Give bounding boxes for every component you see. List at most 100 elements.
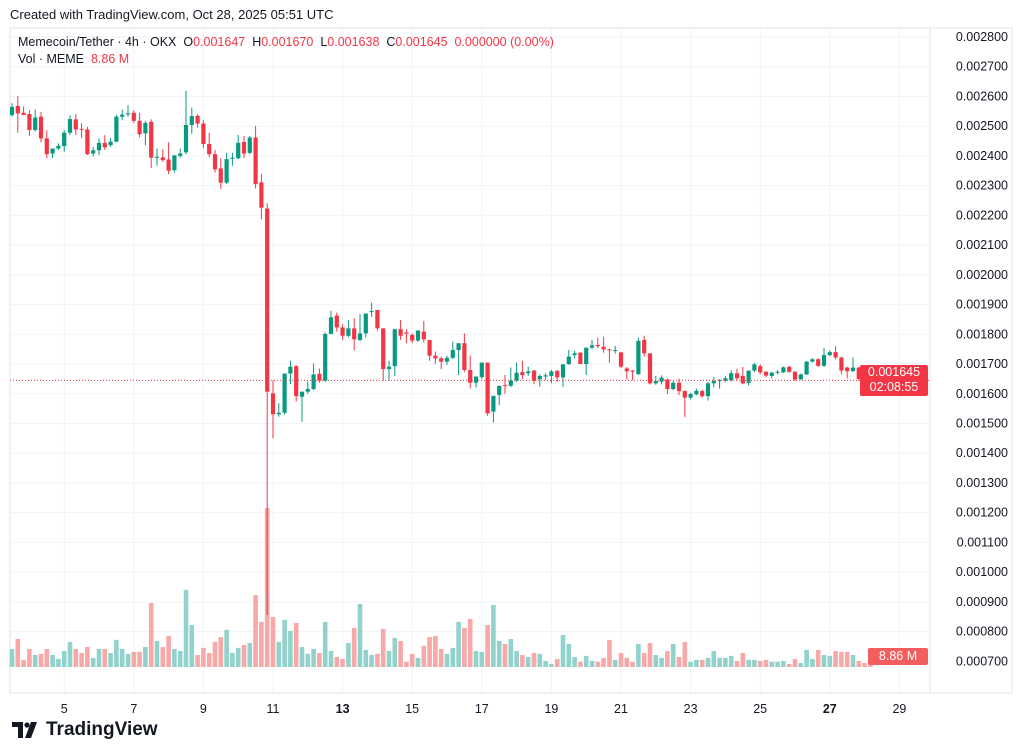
candle-body — [578, 352, 583, 365]
volume-bar — [96, 649, 102, 667]
volume-bar — [728, 655, 734, 667]
candle-body — [253, 137, 258, 185]
candle-body — [386, 366, 392, 370]
candle-body — [711, 380, 716, 384]
volume-bar — [514, 651, 519, 667]
price-tick-label: 0.001300 — [956, 476, 1008, 490]
volume-bar — [322, 621, 328, 667]
candle-body — [85, 129, 90, 155]
candle-body — [50, 148, 55, 154]
volume-bar — [421, 645, 427, 667]
time-tick-label: 23 — [684, 702, 698, 716]
candle-body — [346, 328, 351, 336]
candle-body — [282, 373, 287, 413]
volume-bar — [711, 651, 717, 667]
volume-bar — [282, 619, 287, 667]
volume-label[interactable]: Vol · MEME — [18, 52, 84, 66]
volume-bar — [102, 649, 108, 667]
close-label: C — [386, 35, 396, 49]
volume-bar — [9, 649, 15, 667]
ohlc-legend-row: Memecoin/Tether · 4h · OKX O0.001647 H0.… — [18, 34, 554, 51]
candle-body — [555, 370, 560, 378]
volume-bar — [601, 657, 606, 667]
volume-bar — [508, 639, 514, 667]
time-tick-label: 13 — [336, 702, 350, 716]
volume-bar — [769, 661, 775, 667]
volume-bar — [317, 653, 322, 667]
candle-body — [294, 366, 299, 397]
candle-body — [543, 375, 548, 377]
volume-bar — [311, 649, 316, 667]
candle-body — [444, 357, 450, 362]
price-tick-label: 0.002000 — [956, 268, 1008, 282]
volume-bar — [143, 647, 148, 667]
candle-body — [195, 115, 200, 124]
volume-bar — [578, 661, 583, 667]
symbol-label[interactable]: Memecoin/Tether · 4h · OKX — [18, 35, 177, 49]
candle-body — [392, 329, 397, 367]
candle-body — [259, 182, 264, 208]
price-tick-label: 0.001700 — [956, 357, 1008, 371]
candle-body — [230, 157, 235, 159]
time-axis: 5 7 9 11 13 15 17 19 21 23 25 27 29 — [61, 702, 907, 716]
volume-bar — [189, 625, 195, 667]
candle-body — [427, 339, 432, 356]
volume-bar — [73, 649, 79, 667]
candle-body — [114, 116, 119, 142]
tradingview-logo[interactable]: TradingView — [12, 719, 158, 741]
chart-legend: Memecoin/Tether · 4h · OKX O0.001647 H0.… — [18, 34, 554, 68]
candle-body — [804, 361, 809, 375]
candle-body — [91, 150, 96, 154]
candle-body — [224, 159, 229, 183]
volume-bar — [502, 643, 508, 667]
candle-body — [38, 116, 44, 139]
candle-body — [653, 380, 658, 384]
candle-body — [647, 353, 653, 384]
candle-body — [160, 157, 165, 161]
time-tick-label: 9 — [200, 702, 207, 716]
candle-body — [363, 313, 368, 334]
volume-bar — [392, 637, 398, 667]
candle-body — [636, 340, 641, 375]
candle-body — [276, 412, 281, 415]
volume-bar — [636, 643, 641, 667]
candle-body — [189, 116, 194, 126]
candle-body — [125, 113, 131, 115]
candle-body — [108, 141, 113, 146]
volume-bar — [456, 621, 461, 667]
volume-bar — [183, 589, 189, 667]
time-tick-label: 15 — [405, 702, 419, 716]
candle-body — [421, 331, 426, 340]
volume-legend-row: Vol · MEME 8.86 M — [18, 51, 554, 68]
candle-body — [485, 362, 490, 414]
volume-bar — [473, 651, 479, 667]
candle-body — [769, 372, 774, 376]
candle-body — [305, 389, 310, 392]
price-tick-label: 0.002800 — [956, 30, 1008, 44]
volume-bar — [119, 649, 125, 667]
volume-bar — [67, 641, 73, 667]
grid — [9, 27, 1013, 694]
volume-bar — [520, 655, 525, 667]
volume-bar — [804, 649, 809, 667]
volume-bar — [415, 657, 421, 667]
volume-bar — [630, 661, 635, 667]
candle-body — [827, 352, 832, 356]
price-tick-label: 0.002600 — [956, 89, 1008, 103]
volume-bar — [589, 661, 595, 667]
candle-body — [497, 385, 502, 395]
last-volume-badge: 8.86 M — [868, 648, 928, 665]
volume-bar — [38, 653, 44, 667]
volume-bar — [27, 649, 32, 667]
candle-body — [694, 390, 699, 395]
volume-bar — [560, 635, 566, 667]
time-tick-label: 27 — [823, 702, 837, 716]
time-tick-label: 21 — [614, 702, 628, 716]
high-label: H — [252, 35, 262, 49]
candle-body — [531, 370, 537, 381]
candle-body — [642, 339, 647, 354]
candle-body — [352, 328, 357, 340]
candle-body — [172, 155, 177, 171]
candle-body — [357, 333, 363, 340]
